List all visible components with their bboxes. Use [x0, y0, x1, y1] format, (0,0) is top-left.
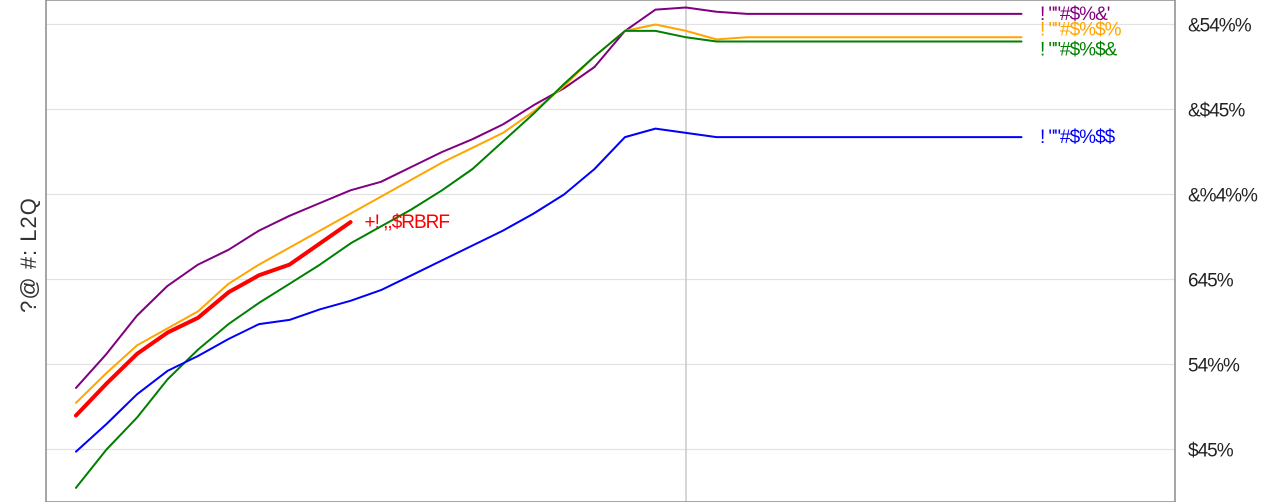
y-tick-label: $45%: [1188, 441, 1234, 462]
y-tick-label: &54%%: [1188, 16, 1252, 37]
y-tick-label: 54%%: [1188, 356, 1240, 377]
series-line-3: [75, 127, 1023, 453]
series-label-1: ! ""#$%$%: [1040, 19, 1122, 40]
y-tick-labels: $45% 54%% 645% &%4%% &$45% &54%%: [1188, 16, 1259, 462]
series-label-2: ! ""#$%$&: [1040, 40, 1118, 61]
series-line-0: [75, 6, 1023, 389]
y-axis-label: ?@ #: L2Q: [16, 197, 41, 313]
series-lines: [74, 6, 1023, 489]
series-label-3: ! ""#$%$$: [1040, 127, 1116, 148]
series-label-4: +! ,,$RBRF: [365, 212, 450, 233]
y-tick-label: &$45%: [1188, 101, 1245, 122]
plot-frame: [45, 0, 1176, 502]
y-axis-label-group: ?@ #: L2Q: [16, 197, 41, 313]
y-tick-label: 645%: [1188, 271, 1234, 292]
series-line-2: [75, 29, 1023, 489]
series-end-labels: ! ""#$%&'! ""#$%$%! ""#$%$& ! ""#$%$$ +! ,…: [365, 4, 1123, 233]
series-label-0: ! ""#$%&': [1040, 4, 1110, 25]
series-line-4: [74, 220, 353, 418]
y-tick-label: &%4%%: [1188, 186, 1258, 207]
